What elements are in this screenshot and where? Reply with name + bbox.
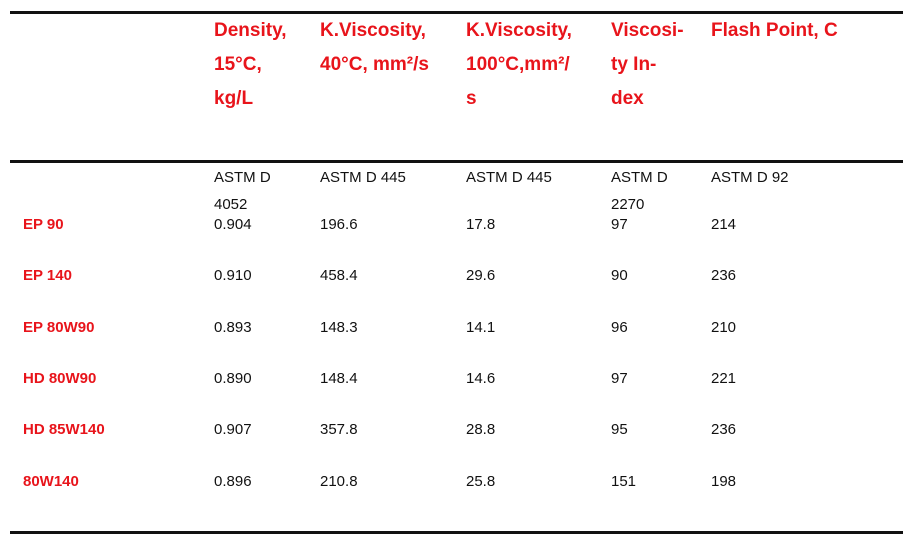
header-kv100: K.Viscosity, 100°C,mm²/ s	[466, 20, 572, 109]
cell-viscosity-index: 95	[611, 421, 628, 438]
cell-kv40: 148.4	[320, 370, 358, 387]
table-bottom-rule	[10, 531, 903, 534]
header-viscosity-index: Viscosi- ty In- dex	[611, 20, 684, 109]
row-label: HD 85W140	[23, 421, 105, 438]
cell-kv100: 14.1	[466, 319, 496, 336]
method-kv100: ASTM D 445	[466, 169, 552, 186]
method-density: ASTM D 4052	[214, 169, 271, 213]
cell-viscosity-index: 96	[611, 319, 628, 336]
cell-kv100: 29.6	[466, 267, 496, 284]
table-top-rule	[10, 11, 903, 14]
cell-kv40: 357.8	[320, 421, 358, 438]
cell-kv100: 25.8	[466, 473, 496, 490]
row-label: HD 80W90	[23, 370, 97, 387]
header-density: Density, 15°C, kg/L	[214, 20, 287, 109]
cell-viscosity-index: 90	[611, 267, 628, 284]
header-flash-point: Flash Point, C	[711, 20, 838, 41]
row-label: EP 90	[23, 216, 64, 233]
method-viscosity-index: ASTM D 2270	[611, 169, 668, 213]
cell-viscosity-index: 97	[611, 370, 628, 387]
cell-kv40: 210.8	[320, 473, 358, 490]
cell-kv40: 148.3	[320, 319, 358, 336]
cell-flash-point: 236	[711, 267, 737, 284]
cell-viscosity-index: 151	[611, 473, 637, 490]
cell-density: 0.896	[214, 473, 252, 490]
cell-density: 0.910	[214, 267, 252, 284]
row-label: EP 140	[23, 267, 72, 284]
method-flash-point: ASTM D 92	[711, 169, 789, 186]
method-kv40: ASTM D 445	[320, 169, 406, 186]
table-header-rule	[10, 160, 903, 163]
cell-density: 0.893	[214, 319, 252, 336]
cell-density: 0.890	[214, 370, 252, 387]
cell-kv100: 28.8	[466, 421, 496, 438]
header-kv40: K.Viscosity, 40°C, mm²/s	[320, 20, 429, 75]
cell-flash-point: 221	[711, 370, 737, 387]
cell-kv40: 458.4	[320, 267, 358, 284]
cell-kv100: 14.6	[466, 370, 496, 387]
cell-flash-point: 214	[711, 216, 737, 233]
cell-flash-point: 198	[711, 473, 737, 490]
cell-kv100: 17.8	[466, 216, 496, 233]
cell-density: 0.904	[214, 216, 252, 233]
row-label: 80W140	[23, 473, 79, 490]
cell-flash-point: 236	[711, 421, 737, 438]
cell-density: 0.907	[214, 421, 252, 438]
cell-flash-point: 210	[711, 319, 737, 336]
row-label: EP 80W90	[23, 319, 95, 336]
cell-viscosity-index: 97	[611, 216, 628, 233]
cell-kv40: 196.6	[320, 216, 358, 233]
